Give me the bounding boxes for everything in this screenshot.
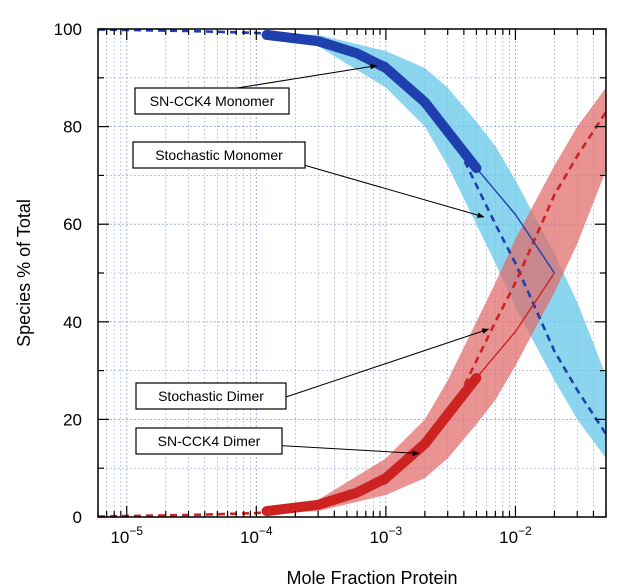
dimer_thick-line: [261, 372, 482, 517]
stoch-dimer-arrow: [285, 328, 490, 398]
x-tick-label: 10−2: [499, 524, 532, 547]
stoch-dimer-label: Stochastic Dimer: [158, 388, 264, 404]
x-tick-label: 10−4: [240, 524, 273, 547]
x-tick-label-base: 10: [370, 528, 389, 547]
sn-monomer-arrow: [230, 63, 378, 90]
y-tick-label: 100: [54, 20, 82, 39]
x-tick-label-base: 10: [499, 528, 518, 547]
y-tick-label: 80: [63, 118, 82, 137]
x-tick-label-exponent: −4: [259, 524, 273, 538]
x-axis-title: Mole Fraction Protein: [286, 568, 457, 586]
sn-monomer-label: SN-CCK4 Monomer: [150, 93, 275, 109]
y-tick-label: 60: [63, 215, 82, 234]
y-axis-title: Species % of Total: [14, 199, 34, 347]
x-tick-label-base: 10: [110, 528, 129, 547]
x-tick-label: 10−3: [370, 524, 403, 547]
annotation-layer: SN-CCK4 Monomer Stochastic Monomer Stochas…: [132, 63, 490, 456]
sn-dimer-arrow: [269, 444, 420, 456]
tick-layer: [97, 28, 607, 518]
dimer_thin-line: [475, 272, 555, 379]
sn-dimer-box: [135, 427, 283, 455]
monomer_thick-line: [261, 29, 482, 174]
monomer_thin-line: [475, 167, 555, 274]
stoch-monomer-arrow: [275, 156, 485, 218]
sn-dimer-label: SN-CCK4 Dimer: [158, 433, 261, 449]
stoch-monomer-box: [132, 141, 306, 169]
line-layer: [97, 28, 608, 518]
band-layer: [266, 32, 606, 514]
x-tick-label-exponent: −2: [518, 524, 532, 538]
x-tick-label-base: 10: [240, 528, 259, 547]
x-tick-label: 10−5: [110, 524, 143, 547]
x-tick-label-exponent: −3: [388, 524, 402, 538]
stoch-monomer-label: Stochastic Monomer: [155, 147, 283, 163]
y-tick-label: 20: [63, 410, 82, 429]
sn-monomer-box: [134, 87, 290, 115]
y-tick-label: 0: [73, 508, 82, 527]
stoch-dimer-box: [135, 382, 287, 410]
y-tick-label: 40: [63, 313, 82, 332]
x-tick-label-exponent: −5: [129, 524, 143, 538]
